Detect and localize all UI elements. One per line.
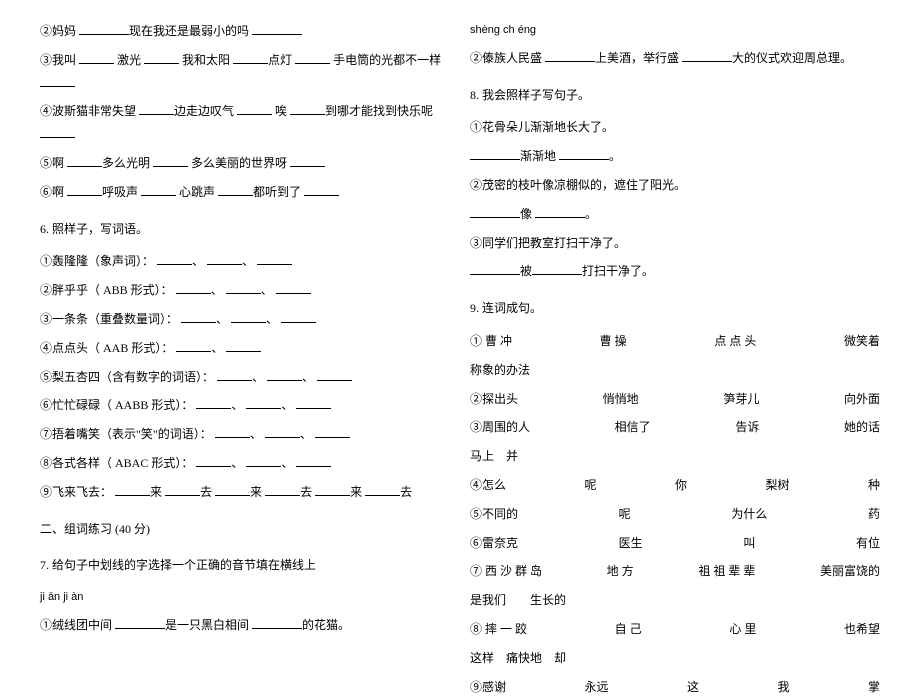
sec6-title: 6. 照样子，写词语。 [40, 218, 450, 241]
sec6-l1: ①轰隆隆（象声词）： 、 、 [40, 250, 450, 273]
q8-3a: ③同学们把教室打扫干净了。 [470, 232, 880, 255]
w8: ⑧ 摔 一 跤自 己心 里也希望 [470, 618, 880, 641]
w1b: 称象的办法 [470, 359, 880, 382]
w8b: 这样 痛快地 却 [470, 647, 880, 670]
w7b: 是我们 生长的 [470, 589, 880, 612]
q8-1a: ①花骨朵儿渐渐地长大了。 [470, 116, 880, 139]
sec6-l8: ⑧各式各样（ ABAC 形式）： 、 、 [40, 452, 450, 475]
q5-line: ⑤啊 多么光明 多么美丽的世界呀 [40, 152, 450, 175]
q8-1b: 渐渐地 。 [470, 145, 880, 168]
w7: ⑦ 西 沙 群 岛地 方祖 祖 辈 辈美丽富饶的 [470, 560, 880, 583]
sec6-l9: ⑨飞来飞去： 来 去 来 去 来 去 [40, 481, 450, 504]
sec8-title: 8. 我会照样子写句子。 [470, 84, 880, 107]
w3: ③周围的人相信了告诉她的话 [470, 416, 880, 439]
q8-2a: ②茂密的枝叶像凉棚似的，遮住了阳光。 [470, 174, 880, 197]
w5: ⑤不同的呢为什么药 [470, 503, 880, 526]
w1: ① 曹 冲曹 操点 点 头微笑着 [470, 330, 880, 353]
q4-line: ④波斯猫非常失望 边走边叹气 唉 到哪才能找到快乐呢 [40, 100, 450, 146]
pinyin-1: ji ān ji àn [40, 587, 450, 608]
q7-1: ①绒线团中间 是一只黑白相间 的花猫。 [40, 614, 450, 637]
sec6-l2: ②胖乎乎（ ABB 形式）： 、 、 [40, 279, 450, 302]
sec2-title: 二、组词练习 (40 分) [40, 518, 450, 541]
left-column: ②妈妈 现在我还是最弱小的吗 ③我叫 激光 我和太阳 点灯 手电筒的光都不一样 … [30, 20, 460, 661]
sec9-title: 9. 连词成句。 [470, 297, 880, 320]
w9: ⑨感谢永远这我掌 [470, 676, 880, 698]
q3-line: ③我叫 激光 我和太阳 点灯 手电筒的光都不一样 [40, 49, 450, 95]
w6: ⑥雷奈克医生叫有位 [470, 532, 880, 555]
sec6-l4: ④点点头（ AAB 形式）： 、 [40, 337, 450, 360]
pinyin-2: shèng ch éng [470, 20, 880, 41]
w2: ②探出头悄悄地笋芽儿向外面 [470, 388, 880, 411]
sec6-l5: ⑤梨五杏四（含有数字的词语）： 、 、 [40, 366, 450, 389]
sec6-l6: ⑥忙忙碌碌（ AABB 形式）： 、 、 [40, 394, 450, 417]
q8-2b: 像 。 [470, 203, 880, 226]
w4: ④怎么呢你梨树种 [470, 474, 880, 497]
right-column: shèng ch éng ②傣族人民盛 上美酒，举行盛 大的仪式欢迎周总理。 8… [460, 20, 890, 661]
q7-2: ②傣族人民盛 上美酒，举行盛 大的仪式欢迎周总理。 [470, 47, 880, 70]
w3b: 马上 并 [470, 445, 880, 468]
q2-line: ②妈妈 现在我还是最弱小的吗 [40, 20, 450, 43]
q8-3b: 被打扫干净了。 [470, 260, 880, 283]
q6-line: ⑥啊 呼吸声 心跳声 都听到了 [40, 181, 450, 204]
sec7-title: 7. 给句子中划线的字选择一个正确的音节填在横线上 [40, 554, 450, 577]
sec6-l3: ③一条条（重叠数量词）： 、 、 [40, 308, 450, 331]
sec6-l7: ⑦捂着嘴笑（表示"笑"的词语）： 、 、 [40, 423, 450, 446]
